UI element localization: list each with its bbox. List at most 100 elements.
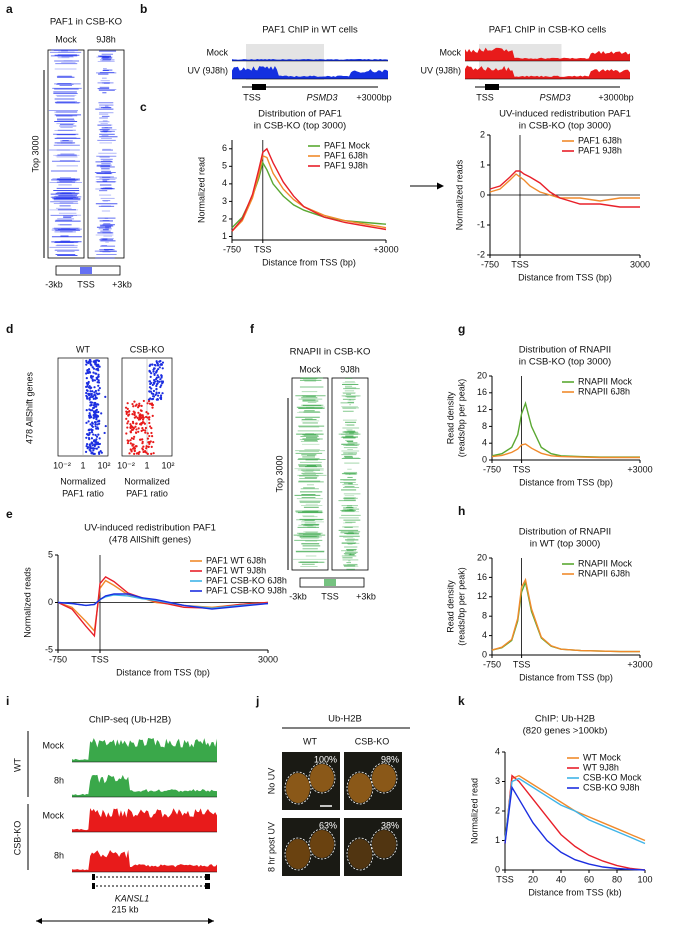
strip-dot: [86, 447, 89, 450]
strip-dot: [87, 380, 90, 384]
strip-dot: [155, 384, 158, 388]
strip-dot: [129, 426, 132, 429]
profile-center: [324, 579, 336, 586]
strip-dot: [141, 440, 144, 444]
strip-dot: [131, 413, 134, 416]
y-axis-label: Read density: [445, 391, 455, 444]
strip-dot: [137, 411, 140, 414]
strip-dot: [95, 447, 98, 450]
strip-dot: [161, 392, 164, 395]
strip-dot: [90, 441, 93, 444]
strip-dot: [146, 452, 149, 455]
strip-dot: [155, 387, 158, 391]
y-tick-label: 20: [477, 370, 487, 380]
strip-dot: [129, 439, 132, 442]
strip-dot: [90, 401, 94, 404]
strip-dot: [91, 422, 94, 425]
strip-dot: [103, 431, 106, 435]
strip-xlabel: Normalized: [60, 476, 106, 486]
strip-dot: [94, 405, 97, 408]
strip-dot: [97, 365, 100, 368]
strip-dot: [159, 363, 162, 366]
y-tick-label: 2: [495, 805, 500, 815]
strip-dot: [149, 375, 152, 379]
series-line: [504, 777, 646, 845]
strip-dot: [151, 435, 154, 438]
strip-dot: [144, 429, 147, 432]
strip-dot: [149, 425, 152, 428]
strip-dot: [147, 400, 151, 403]
strip-dot: [139, 438, 142, 441]
strip-xlabel: PAF1 ratio: [62, 488, 104, 498]
strip-dot: [142, 450, 145, 454]
x-tick-label: TSS: [496, 874, 514, 884]
strip-dot: [98, 442, 102, 446]
strip-dot: [137, 418, 141, 421]
strip-dot: [124, 406, 128, 409]
y-tick-label: 12: [477, 404, 487, 414]
strip-dot: [125, 432, 128, 435]
strip-dot: [156, 364, 160, 367]
chart-title: in WT (top 3000): [530, 539, 601, 550]
strip-dot: [104, 395, 107, 399]
strip-dot: [132, 437, 135, 440]
strip-tick-label: 10²: [97, 460, 110, 470]
track-signal: [232, 65, 388, 79]
strip-dot: [155, 383, 159, 386]
strip-dot: [132, 405, 135, 408]
y-axis-label: Normalized reads: [454, 159, 464, 230]
strip-dot: [98, 452, 101, 455]
strip-dot: [100, 451, 103, 454]
legend-label: PAF1 6J8h: [324, 150, 368, 160]
strip-dot: [89, 446, 92, 450]
strip-dot: [129, 423, 132, 426]
bottom-label: +3kb: [112, 279, 132, 289]
strip-dot: [97, 433, 100, 436]
bottom-label: -3kb: [45, 279, 63, 289]
x-tick-label: TSS: [513, 464, 531, 474]
strip-dot: [151, 383, 154, 387]
strip-dot: [129, 448, 132, 451]
panel-label: b: [140, 2, 147, 16]
x-tick-label: 80: [612, 874, 622, 884]
panel-label: h: [458, 504, 465, 518]
series-line: [491, 443, 640, 459]
strip-dot: [155, 391, 158, 394]
y-tick-label: 4: [482, 438, 487, 448]
strip-dot: [90, 431, 94, 434]
chart-title: in CSB-KO (top 3000): [519, 121, 611, 132]
y-tick-label: 12: [477, 591, 487, 601]
chart-title: Distribution of RNAPII: [519, 527, 611, 538]
y-tick-label: 5: [222, 161, 227, 171]
strip-dot: [142, 416, 145, 419]
strip-dot: [131, 402, 134, 406]
gene-end: +3000bp: [598, 92, 633, 102]
strip-dot: [145, 411, 148, 414]
strip-dot: [85, 443, 89, 446]
strip-dot: [160, 376, 163, 379]
x-tick-label: -750: [481, 259, 499, 269]
x-tick-label: +3000: [373, 244, 398, 254]
strip-dot: [97, 381, 101, 384]
legend-label: CSB-KO Mock: [583, 772, 642, 782]
x-axis-label: Distance from TSS (bp): [262, 257, 356, 267]
y-axis-label: Normalized read: [469, 778, 479, 844]
y-tick-label: 5: [48, 549, 53, 559]
strip-dot: [156, 374, 159, 377]
y-tick-label: 1: [480, 159, 485, 169]
strip-dot: [94, 423, 97, 426]
strip-dot: [90, 392, 93, 396]
heatmap-title: RNAPII in CSB-KO: [290, 347, 371, 358]
strip-dot: [93, 421, 97, 424]
strip-dot: [85, 445, 88, 448]
strip-tick-label: 10⁻²: [117, 460, 135, 470]
strip-dot: [95, 435, 99, 438]
x-tick-label: 3000: [258, 654, 278, 664]
nucleus: [286, 773, 310, 803]
strip-dot: [92, 360, 95, 363]
strip-dot: [136, 406, 140, 409]
series-line: [491, 577, 640, 653]
strip-xlabel: Normalized: [124, 476, 170, 486]
strip-dot: [92, 397, 95, 400]
strip-dot: [89, 386, 92, 389]
